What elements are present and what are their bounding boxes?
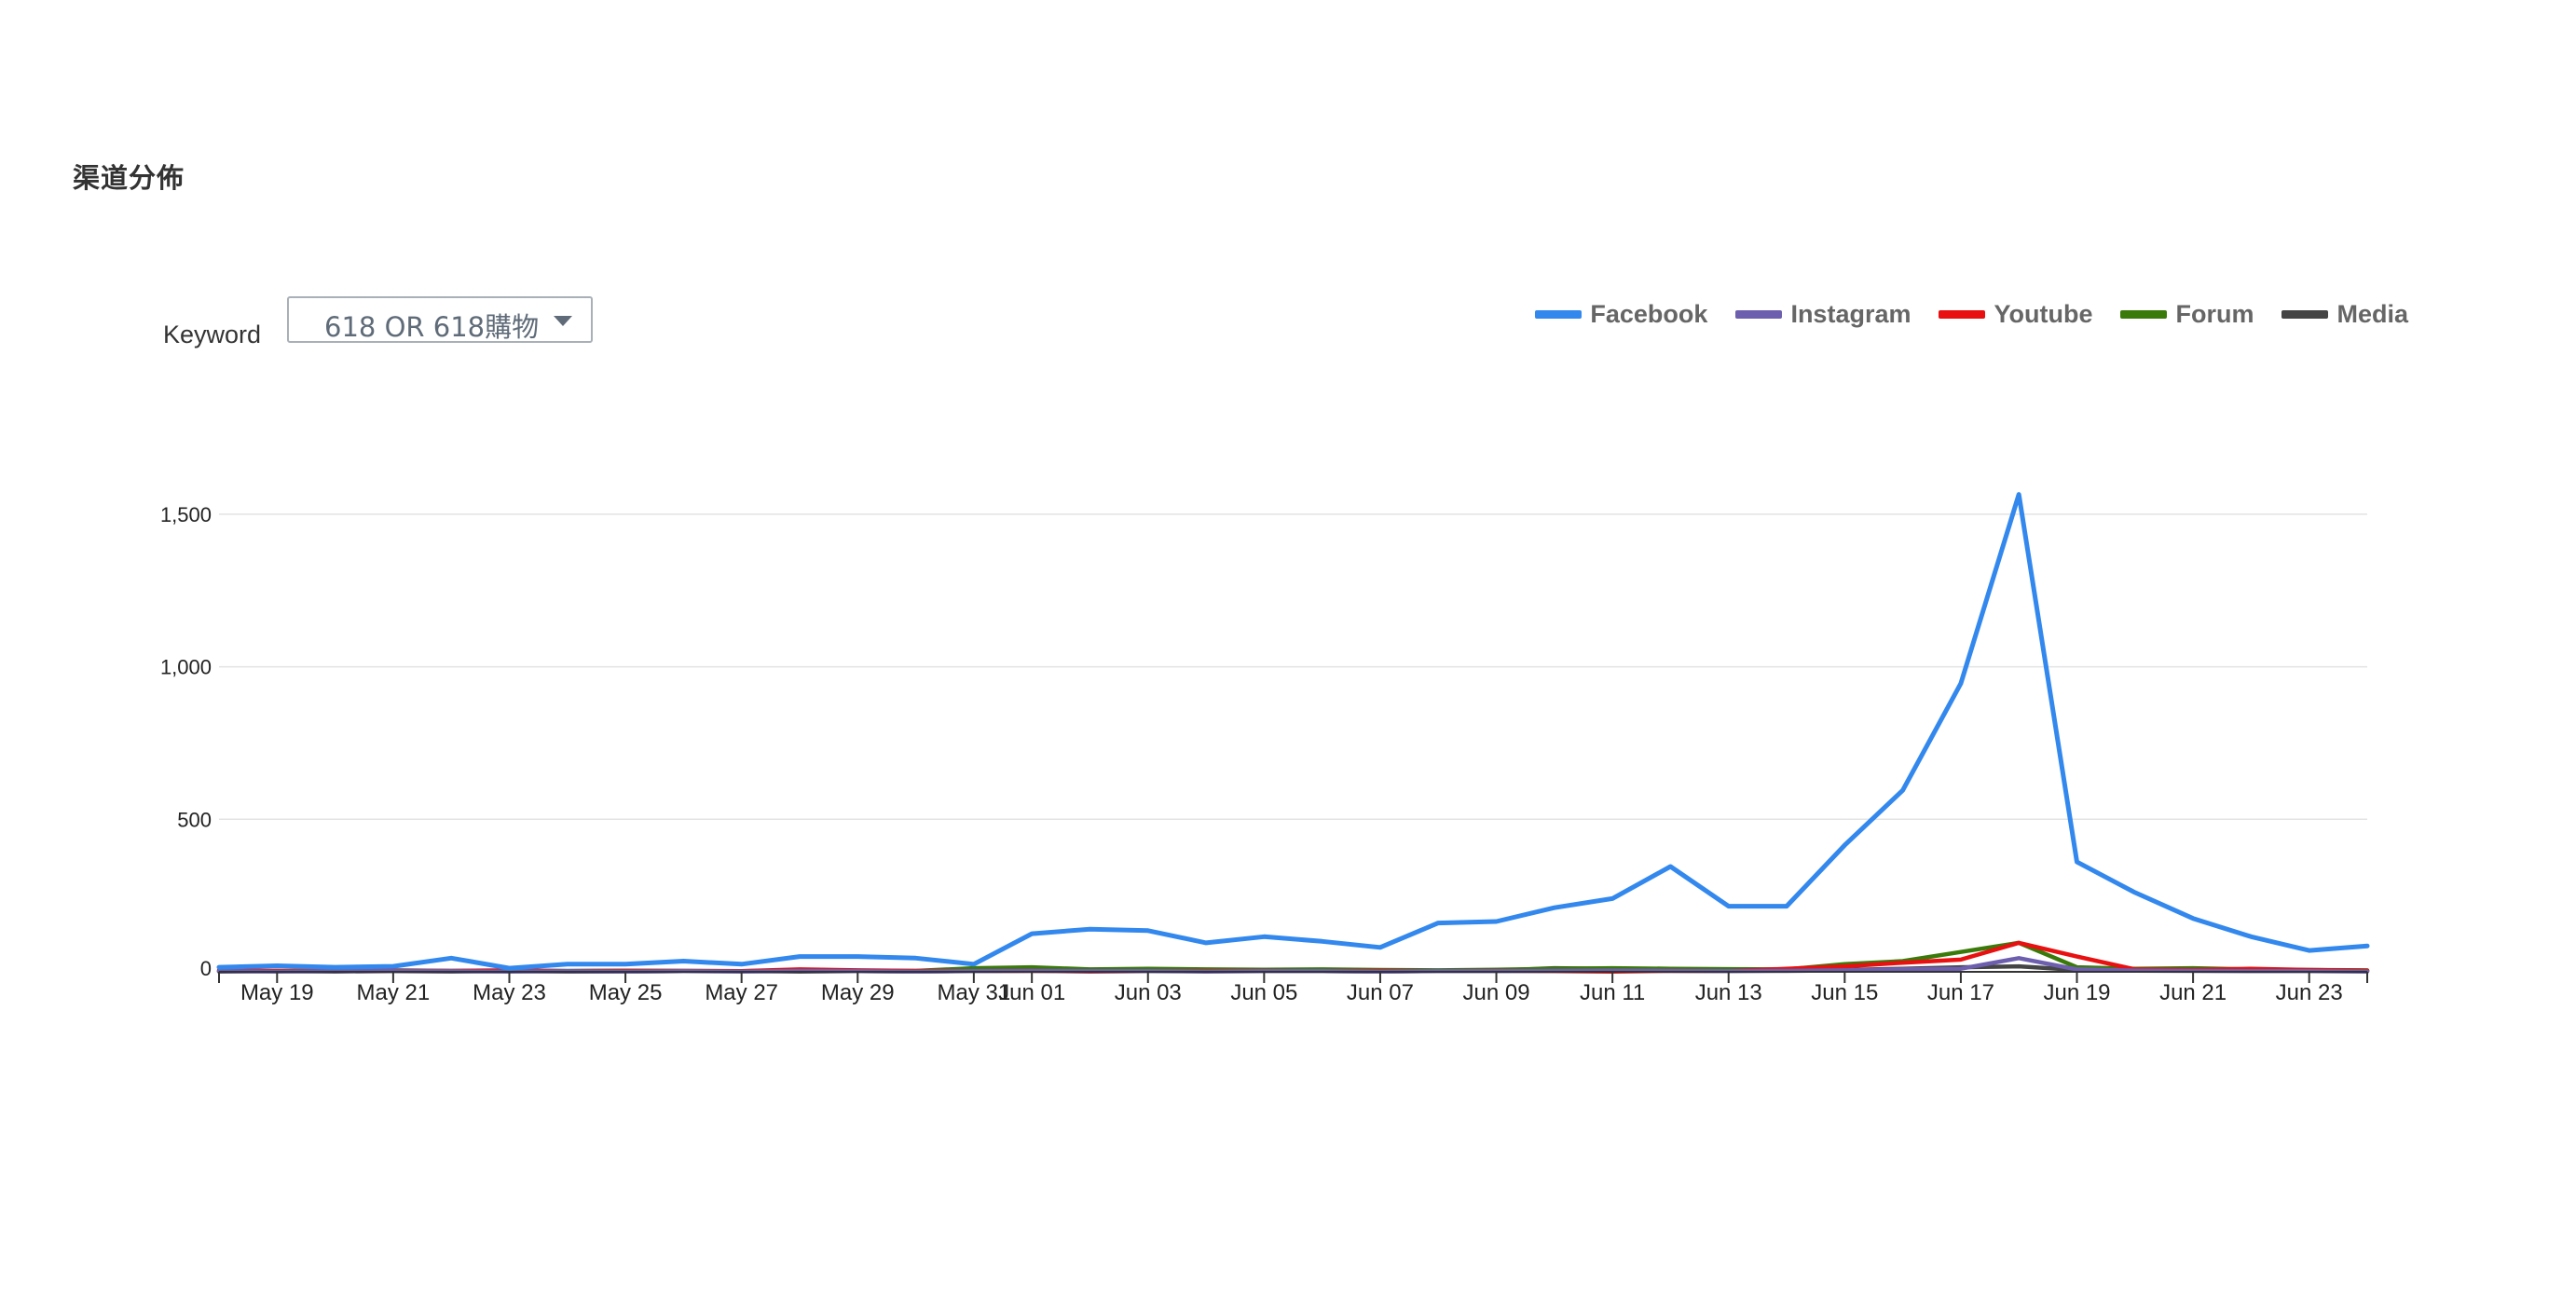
legend-label-youtube: Youtube [1994,300,2093,328]
x-tick-label: Jun 07 [1347,980,1414,1005]
chevron-down-icon [554,316,572,326]
x-tick-label: Jun 09 [1463,980,1530,1005]
legend-swatch-forum [2120,310,2168,319]
x-tick-label: Jun 11 [1580,980,1645,1005]
y-tick-label: 1,500 [160,503,212,526]
x-tick-label: May 23 [473,980,546,1005]
x-tick-label: Jun 05 [1230,980,1297,1005]
x-tick-label: May 31 [938,980,1011,1005]
y-tick-label: 0 [200,957,212,980]
x-tick-label: Jun 19 [2043,980,2110,1005]
x-tick-label: May 19 [240,980,314,1005]
keyword-select[interactable]: 618 OR 618購物 [287,296,593,343]
x-tick-label: May 21 [357,980,431,1005]
legend-swatch-youtube [1939,310,1986,319]
series-line-facebook[interactable] [216,492,2370,971]
x-tick-label: May 27 [705,980,778,1005]
legend-swatch-media [2281,310,2329,319]
legend-item-media[interactable]: Media [2281,300,2408,329]
chart-legend: Facebook Instagram Youtube Forum Media [1535,300,2408,329]
x-tick-label: Jun 03 [1115,980,1182,1005]
page-title: 渠道分佈 [73,162,185,194]
legend-label-instagram: Instagram [1790,300,1911,328]
x-tick-label: Jun 13 [1695,980,1762,1005]
legend-label-media: Media [2336,300,2408,328]
x-tick-label: Jun 15 [1811,980,1878,1005]
x-tick-label: May 25 [589,980,663,1005]
legend-swatch-instagram [1735,310,1783,319]
legend-item-forum[interactable]: Forum [2120,300,2254,329]
legend-swatch-facebook [1535,310,1583,319]
keyword-label: Keyword [163,321,262,348]
legend-item-facebook[interactable]: Facebook [1535,300,1707,329]
x-tick-label: Jun 23 [2276,980,2343,1005]
y-tick-label: 1,000 [160,656,212,679]
y-tick-label: 500 [177,808,212,831]
legend-item-youtube[interactable]: Youtube [1939,300,2092,329]
x-tick-label: May 29 [821,980,895,1005]
x-tick-label: Jun 17 [1927,980,1994,1005]
legend-label-facebook: Facebook [1590,300,1708,328]
keyword-select-value: 618 OR 618購物 [324,311,540,343]
x-tick-label: Jun 01 [998,980,1065,1005]
legend-label-forum: Forum [2175,300,2254,328]
x-tick-label: Jun 21 [2159,980,2227,1005]
legend-item-instagram[interactable]: Instagram [1735,300,1911,329]
